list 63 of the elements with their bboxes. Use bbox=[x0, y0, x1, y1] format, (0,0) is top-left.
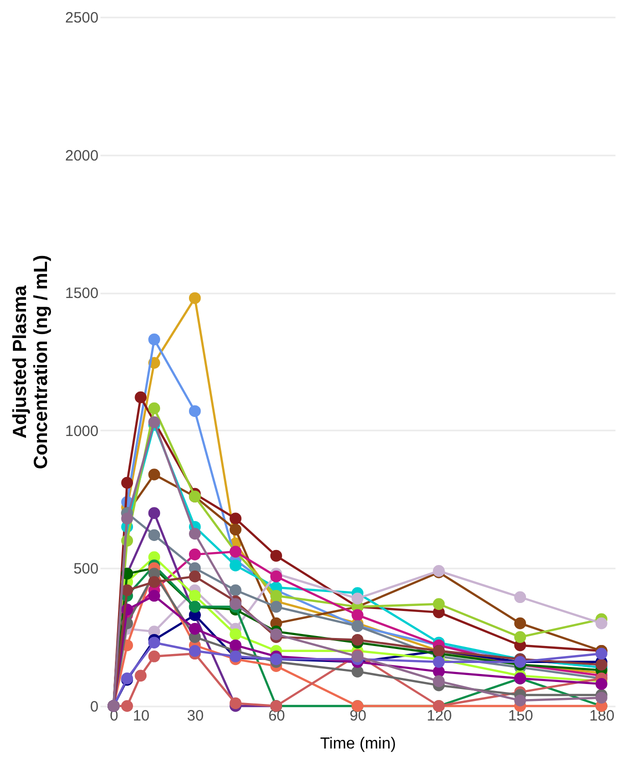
point bbox=[230, 512, 242, 524]
point bbox=[596, 692, 608, 704]
x-tick-label: 90 bbox=[350, 708, 366, 724]
point bbox=[352, 666, 364, 678]
point bbox=[230, 639, 242, 652]
point bbox=[432, 598, 445, 610]
x-axis-title: Time (min) bbox=[320, 736, 396, 752]
point bbox=[148, 529, 160, 542]
point bbox=[121, 512, 134, 524]
point bbox=[230, 628, 242, 640]
point bbox=[188, 622, 201, 635]
point bbox=[596, 658, 608, 671]
point bbox=[188, 570, 201, 582]
point bbox=[121, 700, 134, 712]
point bbox=[188, 590, 201, 602]
y-tick-label: 1500 bbox=[65, 285, 98, 302]
point bbox=[596, 648, 608, 660]
point bbox=[230, 584, 242, 596]
point bbox=[148, 334, 160, 346]
x-tick-label: 30 bbox=[187, 708, 204, 724]
point bbox=[270, 600, 282, 613]
point bbox=[134, 670, 147, 682]
point bbox=[188, 548, 201, 560]
y-tick-label: 1000 bbox=[65, 422, 98, 440]
point bbox=[230, 598, 242, 610]
point bbox=[352, 592, 364, 604]
point bbox=[148, 507, 160, 519]
point bbox=[148, 402, 160, 414]
point bbox=[121, 476, 134, 489]
point bbox=[514, 631, 526, 644]
point bbox=[230, 560, 242, 572]
point bbox=[188, 405, 201, 418]
point bbox=[230, 524, 242, 536]
point bbox=[514, 694, 526, 706]
point bbox=[148, 650, 160, 662]
y-axis-title: Adjusted Plasma Concentration (ng / mL) bbox=[10, 254, 52, 470]
point bbox=[230, 697, 242, 710]
point bbox=[596, 678, 608, 690]
point bbox=[188, 644, 201, 657]
x-tick-label: 60 bbox=[268, 708, 286, 724]
point bbox=[270, 550, 282, 562]
x-tick-label: 10 bbox=[132, 708, 150, 724]
point bbox=[148, 468, 160, 480]
point bbox=[352, 609, 364, 621]
point bbox=[432, 675, 445, 688]
point bbox=[188, 528, 201, 540]
point bbox=[270, 590, 282, 602]
point bbox=[514, 591, 526, 604]
y-tick-label: 2000 bbox=[65, 147, 98, 164]
point bbox=[432, 656, 445, 668]
point bbox=[148, 590, 160, 602]
point bbox=[596, 617, 608, 630]
point bbox=[148, 416, 160, 428]
point bbox=[188, 292, 201, 304]
point bbox=[148, 636, 160, 649]
point bbox=[352, 634, 364, 646]
point bbox=[270, 628, 282, 640]
y-tick-label: 2500 bbox=[65, 10, 98, 26]
point bbox=[514, 617, 526, 630]
y-tick-label: 500 bbox=[73, 560, 98, 578]
point bbox=[134, 391, 147, 404]
point bbox=[270, 570, 282, 582]
point bbox=[148, 576, 160, 588]
